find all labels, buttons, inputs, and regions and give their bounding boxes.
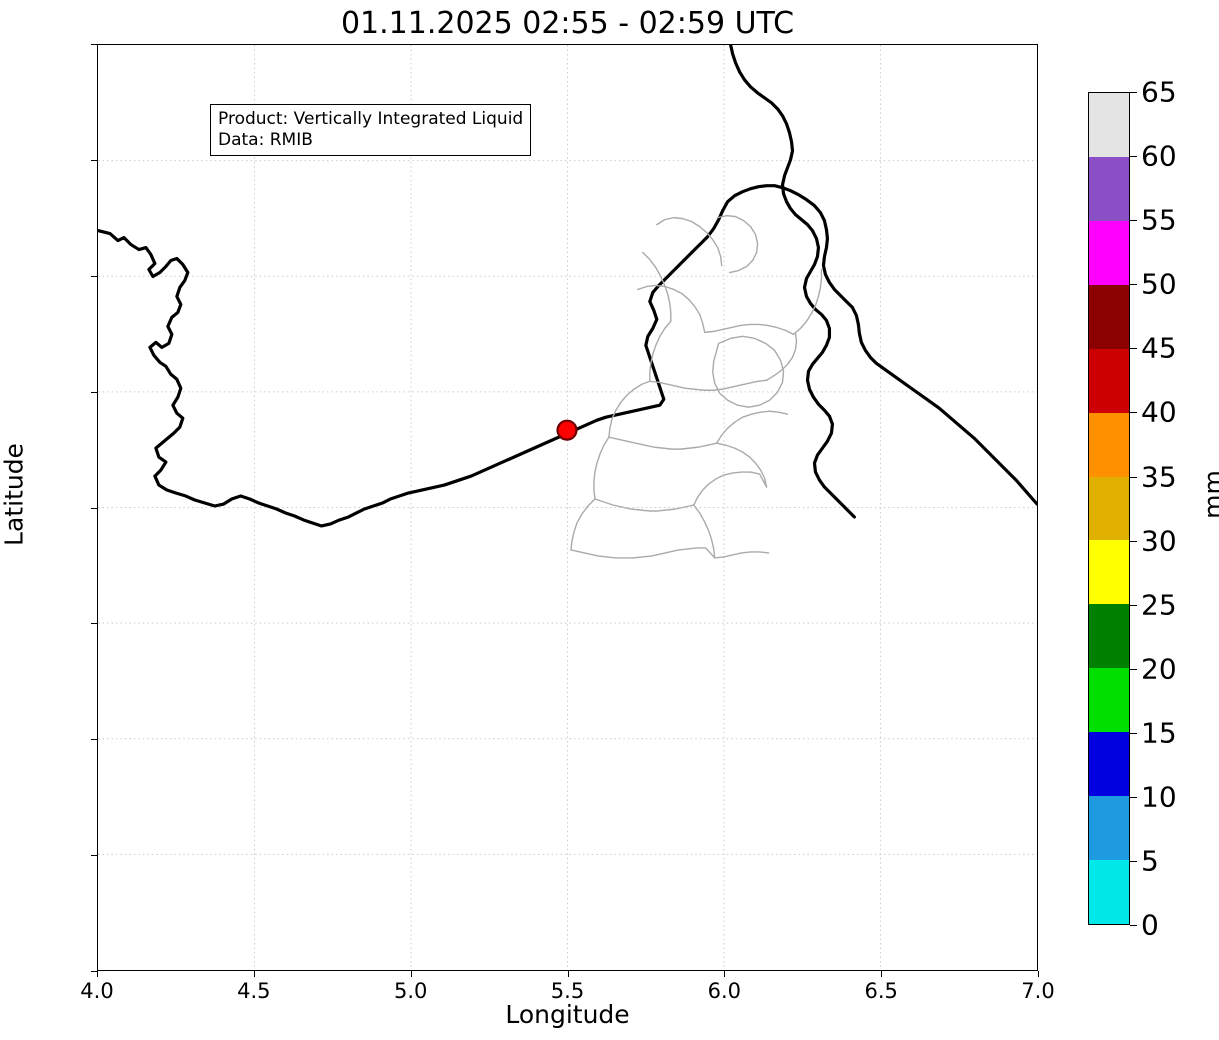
colorbar-tick-label: 30 [1141, 524, 1177, 557]
colorbar-tick [1130, 92, 1137, 93]
colorbar-tick-label: 60 [1141, 139, 1177, 173]
colorbar-tick [1130, 732, 1137, 734]
x-tick-mark [253, 971, 255, 977]
x-tick-mark [1038, 971, 1039, 977]
colorbar-tick [1130, 220, 1137, 222]
colorbar-band-20-25 [1089, 604, 1129, 669]
info-data-line: Data: RMIB [218, 129, 313, 150]
colorbar-tick [1130, 412, 1137, 414]
map-plot-area[interactable]: Product: Vertically Integrated Liquid Da… [97, 44, 1038, 971]
x-tick-label: 5.5 [550, 979, 585, 1003]
x-axis-title: Longitude [505, 1000, 630, 1029]
colorbar-band-35-40 [1089, 412, 1129, 477]
colorbar-tick-label: 45 [1141, 331, 1177, 365]
colorbar-band-0-5 [1089, 860, 1129, 924]
colorbar-tick [1130, 860, 1137, 862]
y-tick-mark [91, 507, 97, 509]
y-axis-title: Latitude [0, 443, 29, 546]
colorbar-tick-label: 35 [1141, 460, 1177, 493]
colorbar-tick-label: 40 [1141, 395, 1177, 429]
colorbar-tick [1130, 476, 1137, 478]
y-tick-mark [91, 855, 97, 857]
site-marker-group [556, 419, 578, 441]
colorbar-tick [1130, 156, 1137, 158]
colorbar-tick-label: 0 [1141, 908, 1159, 942]
y-tick-mark [91, 739, 97, 741]
colorbar-band-30-35 [1089, 476, 1129, 541]
colorbar-tick-label: 20 [1141, 652, 1177, 686]
colorbar-band-60-65 [1089, 93, 1129, 157]
x-tick-label: 6.0 [707, 979, 741, 1003]
x-tick-mark [410, 971, 412, 977]
y-tick-mark [91, 971, 97, 972]
luxembourg-cantons [711, 335, 785, 408]
info-legend-box: Product: Vertically Integrated Liquid Da… [210, 104, 532, 157]
x-tick-mark [567, 971, 569, 977]
map-geometry [98, 45, 1037, 970]
x-axis-ticks: 4.0 4.5 5.0 5.5 6.0 6.5 7.0 [80, 971, 1055, 1011]
colorbar-tick-label: 15 [1141, 716, 1177, 750]
y-tick-mark [91, 623, 97, 625]
colorbar-tick-label: 65 [1141, 75, 1177, 109]
colorbar-tick [1130, 925, 1137, 926]
x-tick-mark [724, 971, 726, 977]
colorbar-tick-label: 25 [1141, 588, 1177, 622]
x-tick-label: 5.0 [393, 979, 428, 1003]
gridlines-group [98, 45, 1037, 970]
colorbar-tick [1130, 668, 1137, 670]
colorbar-tick-label: 5 [1141, 844, 1159, 878]
luxembourg-canton-lines [570, 214, 823, 559]
site-marker [556, 419, 578, 441]
colorbar-band-10-15 [1089, 732, 1129, 797]
colorbar-tick-label: 10 [1141, 780, 1177, 814]
colorbar-band-50-55 [1089, 220, 1129, 285]
x-tick-mark [881, 971, 883, 977]
y-tick-mark [91, 275, 97, 277]
colorbar-band-25-30 [1089, 540, 1129, 605]
colorbar-tick [1130, 348, 1137, 350]
y-tick-mark [91, 391, 97, 393]
colorbar-tick-label: 50 [1141, 267, 1177, 301]
y-tick-mark [91, 44, 97, 45]
colorbar-tick [1130, 604, 1137, 606]
x-tick-mark [97, 971, 98, 977]
colorbar-container[interactable]: 0 5 10 15 20 25 30 35 40 45 50 55 60 65 [1088, 76, 1177, 942]
colorbar-band-40-45 [1089, 348, 1129, 413]
colorbar-tick [1130, 540, 1137, 542]
colorbar-tick [1130, 284, 1137, 286]
colorbar-unit-label: mm [1198, 470, 1219, 519]
colorbar-band-55-60 [1089, 156, 1129, 221]
colorbar-tick-label: 55 [1141, 203, 1177, 237]
colorbar[interactable] [1088, 92, 1130, 925]
info-product-line: Product: Vertically Integrated Liquid [218, 109, 524, 129]
x-tick-label: 4.0 [80, 979, 114, 1003]
colorbar-band-15-20 [1089, 668, 1129, 733]
national-borders [98, 45, 1037, 528]
colorbar-band-5-10 [1089, 796, 1129, 861]
page-title: 01.11.2025 02:55 - 02:59 UTC [340, 6, 795, 41]
x-tick-label: 7.0 [1021, 979, 1055, 1003]
x-tick-label: 4.5 [237, 979, 271, 1003]
colorbar-tick [1130, 796, 1137, 798]
x-tick-label: 6.5 [864, 979, 898, 1003]
colorbar-band-45-50 [1089, 284, 1129, 349]
y-tick-mark [91, 159, 97, 161]
